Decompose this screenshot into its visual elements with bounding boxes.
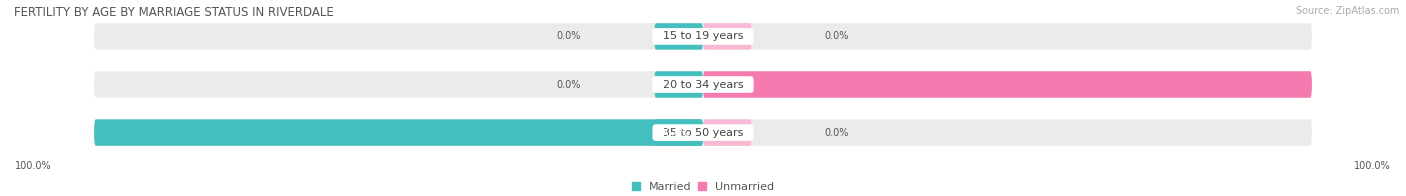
FancyBboxPatch shape xyxy=(94,23,1312,50)
Text: FERTILITY BY AGE BY MARRIAGE STATUS IN RIVERDALE: FERTILITY BY AGE BY MARRIAGE STATUS IN R… xyxy=(14,6,333,19)
FancyBboxPatch shape xyxy=(703,119,752,146)
FancyBboxPatch shape xyxy=(654,23,703,50)
Text: Source: ZipAtlas.com: Source: ZipAtlas.com xyxy=(1295,6,1399,16)
Text: 100.0%: 100.0% xyxy=(1354,161,1391,171)
Text: 0.0%: 0.0% xyxy=(825,31,849,41)
Text: 100.0%: 100.0% xyxy=(15,161,52,171)
FancyBboxPatch shape xyxy=(654,71,703,98)
Text: 100.0%: 100.0% xyxy=(654,128,690,138)
Text: 0.0%: 0.0% xyxy=(825,128,849,138)
Legend: Married, Unmarried: Married, Unmarried xyxy=(627,177,779,196)
FancyBboxPatch shape xyxy=(94,119,1312,146)
Text: 0.0%: 0.0% xyxy=(557,80,581,90)
FancyBboxPatch shape xyxy=(703,23,752,50)
FancyBboxPatch shape xyxy=(94,71,1312,98)
FancyBboxPatch shape xyxy=(654,119,703,146)
Text: 35 to 50 years: 35 to 50 years xyxy=(655,128,751,138)
FancyBboxPatch shape xyxy=(703,71,1312,98)
Text: 100.0%: 100.0% xyxy=(1324,80,1361,90)
Text: 20 to 34 years: 20 to 34 years xyxy=(655,80,751,90)
Text: 0.0%: 0.0% xyxy=(557,31,581,41)
Text: 15 to 19 years: 15 to 19 years xyxy=(655,31,751,41)
FancyBboxPatch shape xyxy=(94,119,703,146)
